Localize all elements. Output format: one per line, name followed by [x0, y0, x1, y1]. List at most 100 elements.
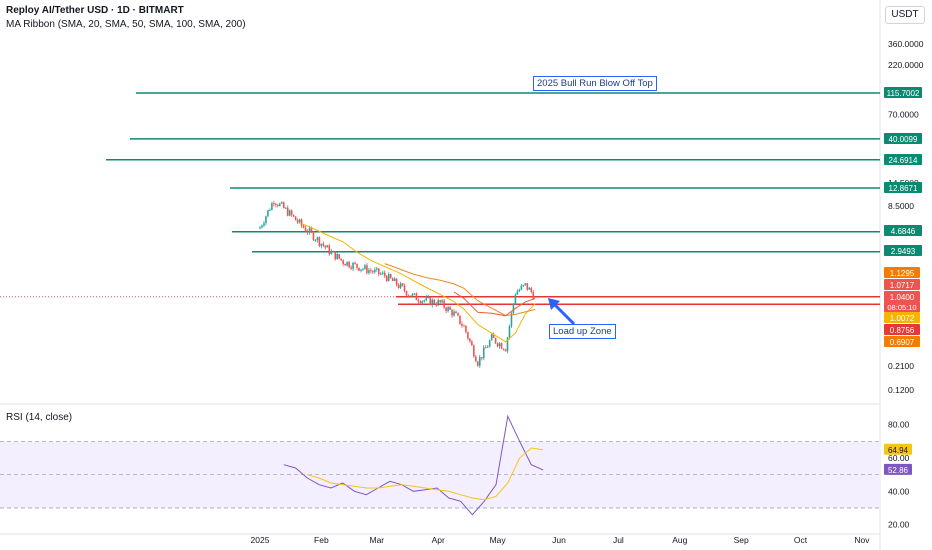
candle-body [350, 267, 352, 269]
candle-body [292, 214, 295, 217]
candle-body [429, 297, 432, 306]
time-axis-tick-Aug: Aug [672, 535, 687, 545]
candle-body [441, 300, 443, 303]
candle-body [480, 357, 483, 359]
price-tag-label: 0.8756 [890, 326, 915, 335]
time-axis-tick-Apr: Apr [432, 535, 445, 545]
symbol-title[interactable]: Reploy AI/Tether USD · 1D · BITMART [6, 5, 184, 16]
candle-body [312, 231, 315, 241]
rsi-line [283, 414, 544, 516]
candle-body [427, 297, 430, 299]
candle-body [306, 231, 309, 233]
candle-body [288, 210, 291, 216]
level-tag-label: 4.6846 [891, 227, 916, 236]
candle-body [383, 272, 386, 277]
candle-body [459, 315, 461, 324]
rsi-axis-tick: 80.00 [888, 420, 910, 430]
candle-body [358, 267, 360, 271]
rsi-tag-64.94 [884, 443, 912, 455]
candle-body [473, 345, 475, 357]
rsi-tag-52.86 [884, 463, 912, 475]
candle-body [478, 357, 481, 366]
candle-body [475, 356, 477, 362]
candle-body [336, 254, 339, 260]
candle-body [421, 300, 424, 304]
candle-body [512, 303, 515, 314]
price-tag-label: 1.1295 [890, 269, 915, 278]
candle-body [314, 240, 317, 242]
candle-body [488, 340, 491, 347]
candle-body [279, 203, 281, 207]
time-axis-tick-Nov: Nov [854, 535, 870, 545]
load-up-zone-callout[interactable]: Load up Zone [549, 324, 616, 339]
candle-body [277, 204, 279, 207]
candle-body [354, 262, 356, 264]
price-tag-label: 1.0072 [890, 314, 915, 323]
rsi-pane [0, 414, 880, 516]
candle-body [484, 347, 487, 349]
rsi-band [0, 441, 880, 508]
candle-body [362, 268, 364, 270]
price-series [259, 200, 535, 369]
candle-body [496, 343, 499, 347]
time-axis-tick-Mar: Mar [369, 535, 384, 545]
price-tag-0.6907 [884, 336, 920, 347]
candle-body [467, 332, 469, 339]
currency-button[interactable]: USDT [885, 6, 925, 24]
candle-body [445, 307, 447, 312]
candle-body [463, 325, 465, 327]
price-tag-label: 1.0400 [890, 293, 915, 302]
level-tag-4.6846 [884, 225, 922, 236]
candle-body [447, 307, 449, 312]
candle-body [284, 207, 287, 209]
candle-body [500, 343, 503, 349]
candle-body [300, 219, 303, 226]
rsi-legend[interactable]: RSI (14, close) [6, 412, 73, 423]
candle-body [324, 245, 327, 248]
candle-body [376, 268, 378, 270]
price-axis-tick: 70.0000 [888, 110, 919, 120]
rsi-axis-tick: 40.00 [888, 486, 910, 496]
load-up-arrow-icon [548, 298, 576, 326]
candle-body [494, 337, 497, 344]
candle-body [338, 254, 340, 259]
candle-body [378, 268, 380, 275]
candle-body [346, 261, 348, 266]
price-tag-label: 1.0717 [890, 281, 915, 290]
candle-body [320, 243, 323, 246]
candle-body [290, 210, 293, 215]
candle-body [530, 287, 533, 293]
level-tag-12.8671 [884, 182, 922, 193]
candle-body [413, 293, 416, 295]
candle-body [431, 299, 434, 306]
candle-body [318, 237, 321, 246]
bull-run-callout[interactable]: 2025 Bull Run Blow Off Top [533, 76, 657, 91]
candle-body [310, 228, 313, 232]
candle-body [471, 341, 473, 346]
candle-body [340, 258, 342, 261]
price-axis-tick: 0.1200 [888, 385, 914, 395]
candle-body [269, 209, 271, 211]
candle-body [370, 270, 372, 272]
candle-body [506, 337, 509, 352]
candle-body [263, 223, 265, 226]
candle-body [387, 273, 390, 281]
candle-body [352, 262, 354, 269]
candle-body [330, 251, 333, 255]
candle-body [526, 283, 529, 290]
candle-body [482, 347, 485, 359]
candle-body [280, 202, 283, 204]
candle-body [304, 227, 307, 232]
candle-body [342, 260, 344, 264]
candle-body [437, 300, 439, 306]
horizontal-levels [0, 92, 880, 305]
arrow-shaft [550, 300, 576, 326]
ma-ribbon-legend[interactable]: MA Ribbon (SMA, 20, SMA, 50, SMA, 100, S… [6, 19, 246, 30]
candle-body [356, 263, 358, 268]
candle-body [477, 361, 479, 366]
candle-body [399, 283, 402, 288]
time-axis-tick-May: May [490, 535, 507, 545]
candle-body [322, 243, 325, 246]
candle-body [409, 295, 412, 297]
